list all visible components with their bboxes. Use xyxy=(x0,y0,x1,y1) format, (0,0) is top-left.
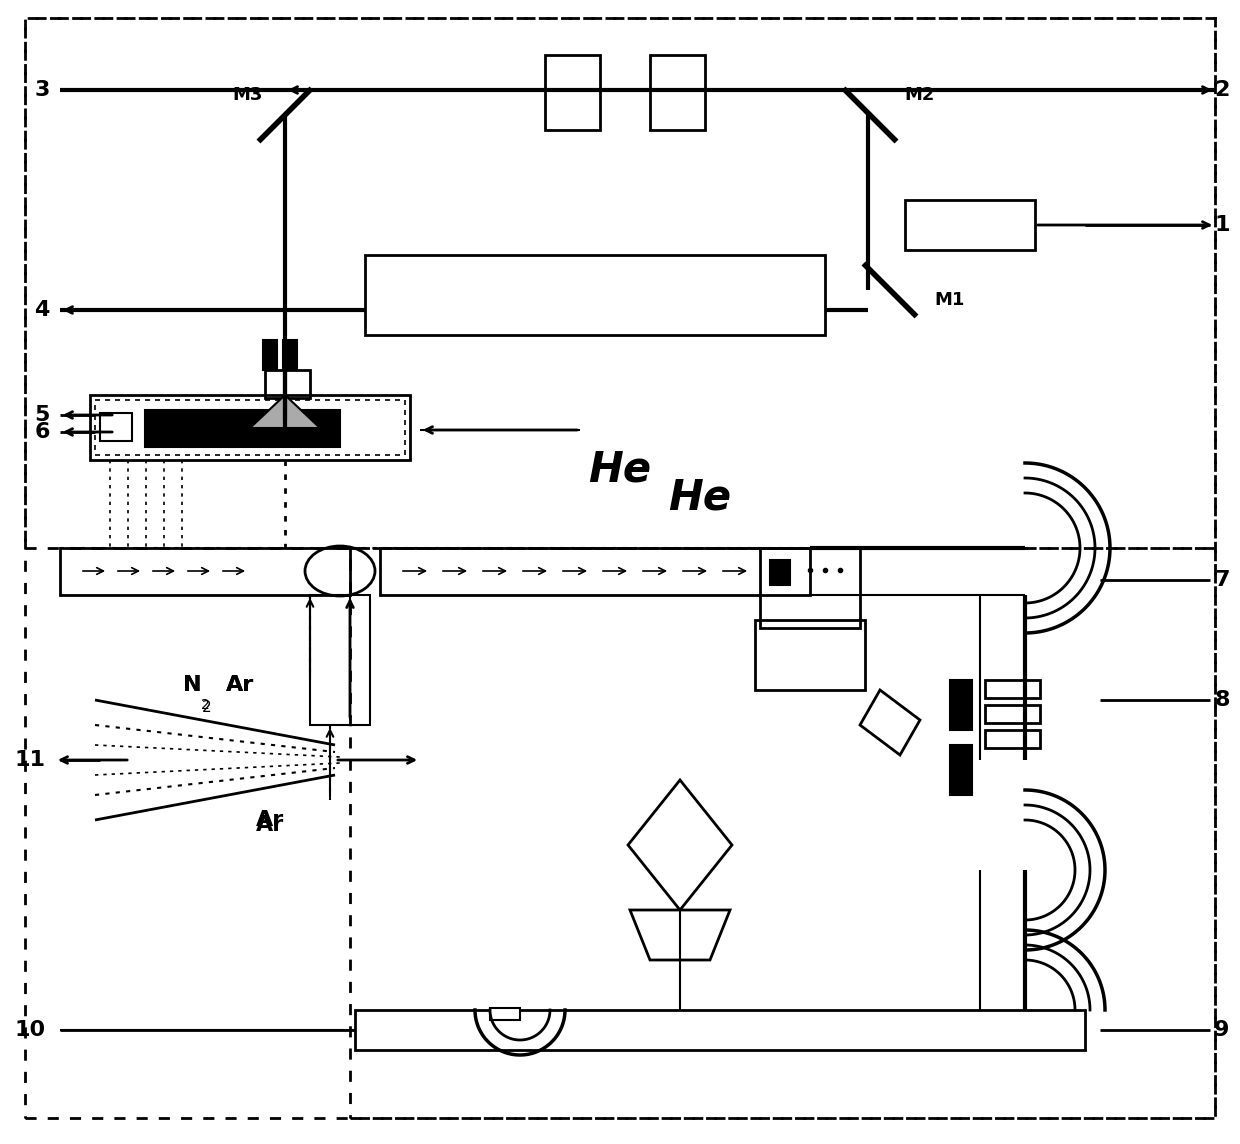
Bar xyxy=(350,548,1215,1118)
Text: 2: 2 xyxy=(1214,80,1230,100)
Text: M3: M3 xyxy=(233,86,263,104)
Bar xyxy=(95,400,405,455)
Bar xyxy=(265,370,310,398)
Bar xyxy=(985,705,1040,723)
Bar xyxy=(650,55,706,130)
Text: N: N xyxy=(182,675,201,696)
Text: 2: 2 xyxy=(202,699,212,715)
Text: He: He xyxy=(589,448,651,491)
Text: He: He xyxy=(668,477,732,519)
Bar xyxy=(985,730,1040,748)
Bar xyxy=(355,1010,1085,1050)
Text: M1: M1 xyxy=(935,291,965,309)
Text: 11: 11 xyxy=(15,750,46,770)
Bar xyxy=(310,595,370,725)
Text: 5: 5 xyxy=(35,405,50,426)
Bar xyxy=(91,395,410,460)
Bar xyxy=(770,561,790,585)
Text: Ar: Ar xyxy=(255,815,284,835)
Bar xyxy=(145,410,340,447)
Text: 2: 2 xyxy=(201,698,210,712)
Text: Ar: Ar xyxy=(226,675,254,696)
Bar xyxy=(950,745,972,795)
Bar xyxy=(985,680,1040,698)
Text: 7: 7 xyxy=(1214,570,1230,590)
Text: 4: 4 xyxy=(35,300,50,320)
Bar xyxy=(263,340,277,370)
Text: Ar: Ar xyxy=(226,675,254,696)
Bar xyxy=(100,413,131,440)
Bar xyxy=(546,55,600,130)
Text: 8: 8 xyxy=(1214,690,1230,710)
Text: 10: 10 xyxy=(15,1020,46,1040)
Text: Ar: Ar xyxy=(255,810,284,831)
Bar xyxy=(365,255,825,335)
Bar xyxy=(905,200,1035,251)
Text: N: N xyxy=(182,675,201,696)
Bar xyxy=(755,620,866,690)
Bar xyxy=(760,548,861,628)
Text: 6: 6 xyxy=(35,422,50,442)
Text: 9: 9 xyxy=(1214,1020,1230,1040)
Bar xyxy=(60,548,350,595)
Bar xyxy=(25,18,1215,548)
Bar xyxy=(490,1008,520,1020)
Text: 1: 1 xyxy=(1214,215,1230,235)
Text: M2: M2 xyxy=(905,86,935,104)
Bar xyxy=(283,340,298,370)
Bar xyxy=(379,548,810,595)
Polygon shape xyxy=(250,395,320,428)
Text: 3: 3 xyxy=(35,80,50,100)
Bar xyxy=(950,680,972,730)
